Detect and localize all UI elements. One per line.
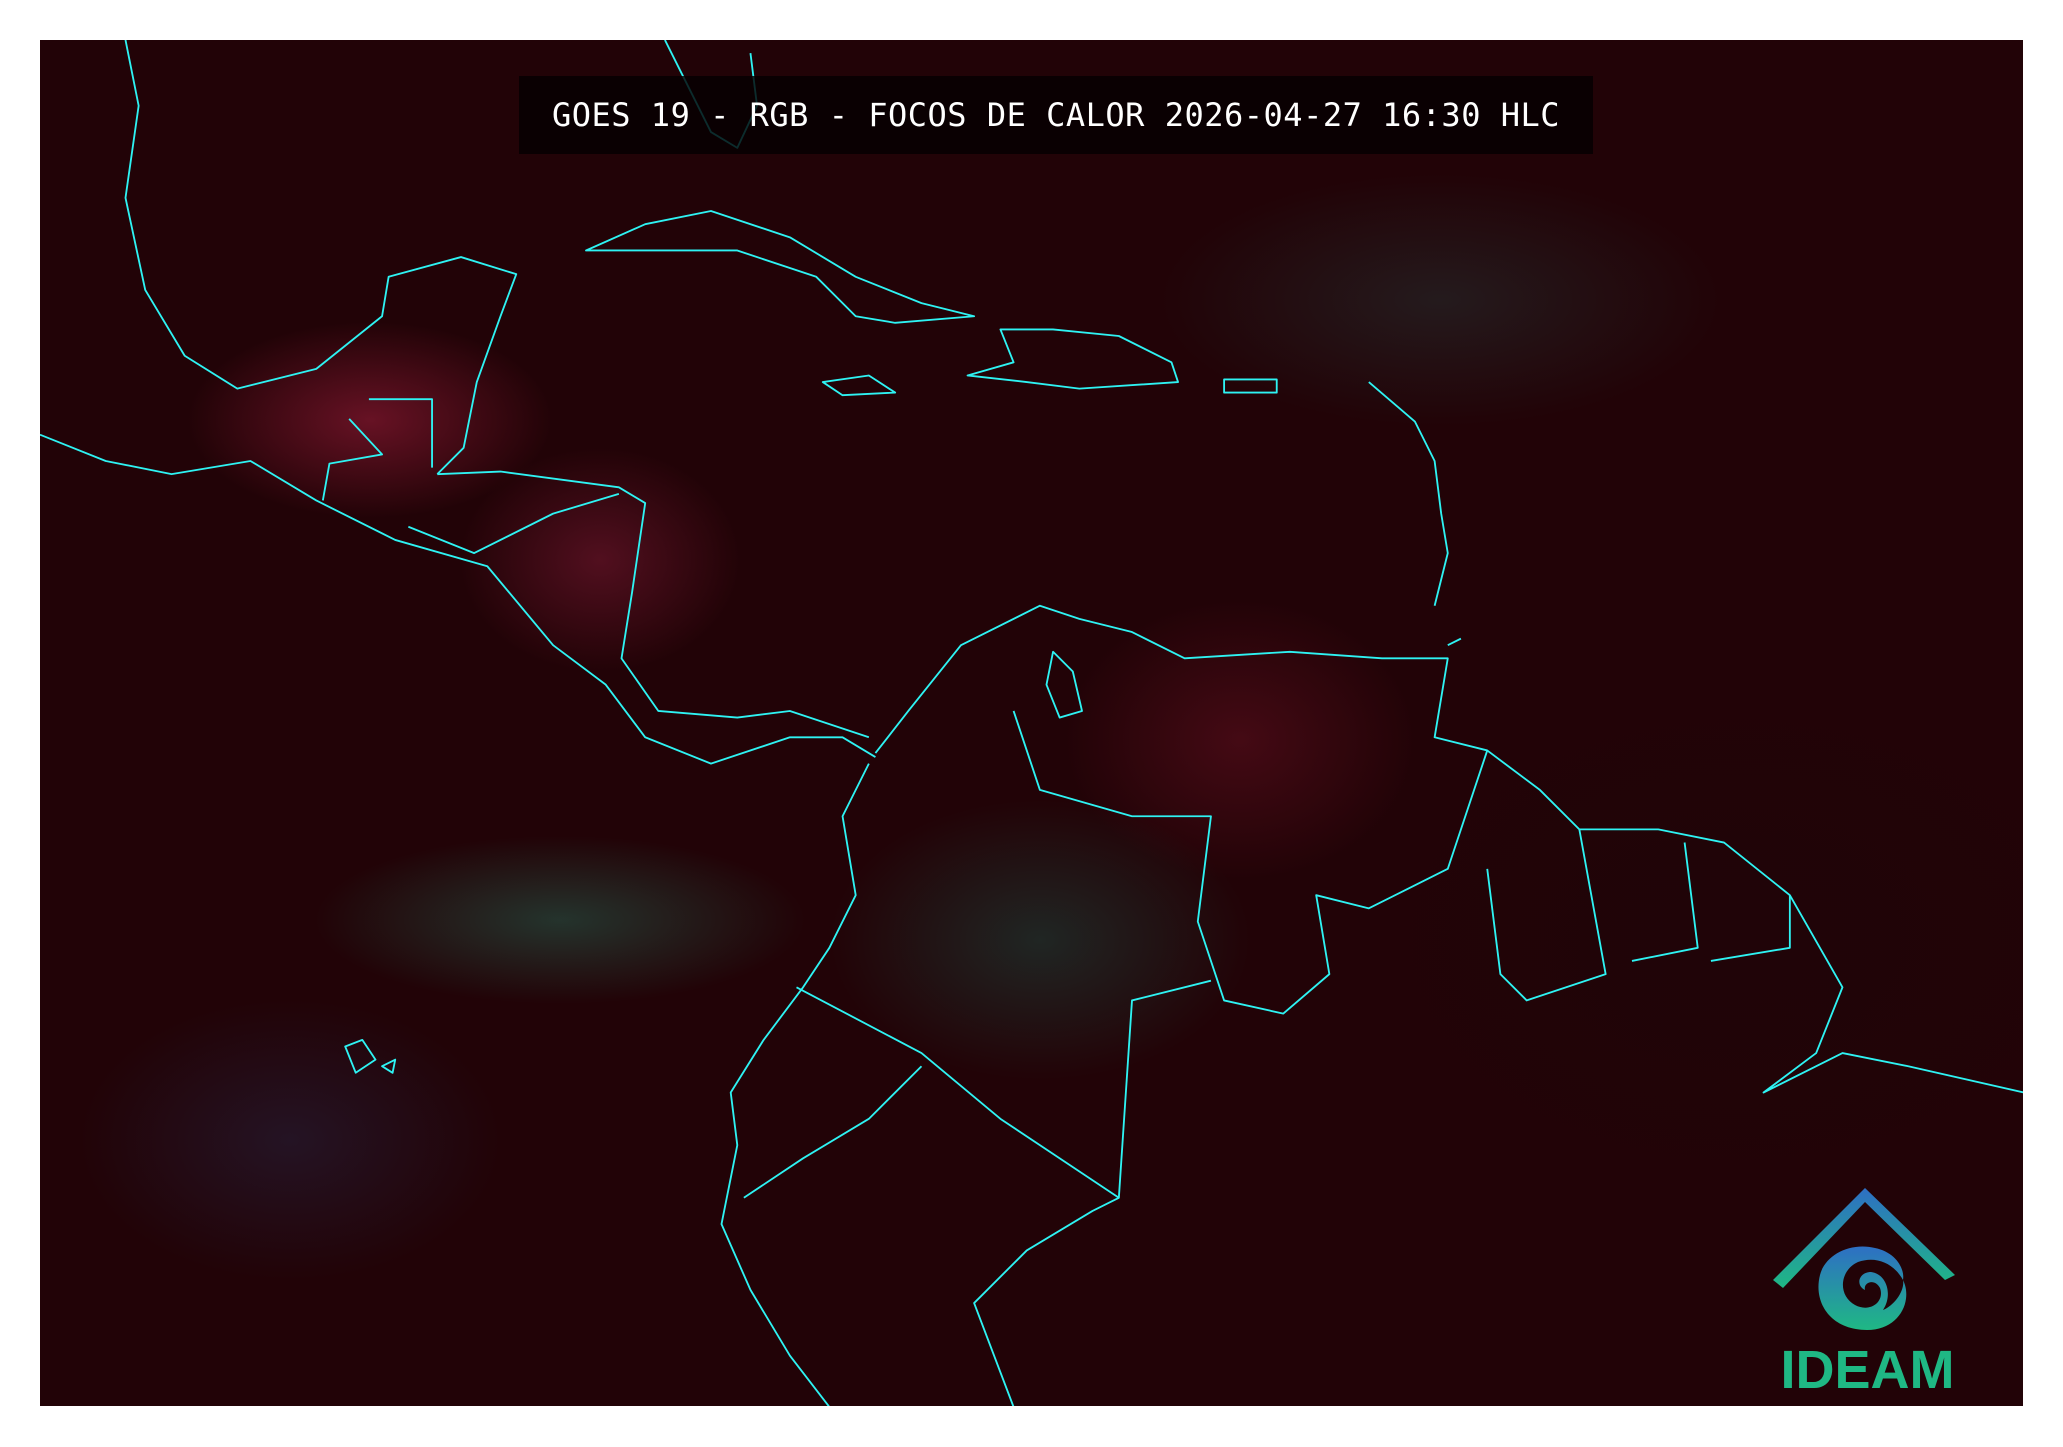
central-america-caribbean-coast — [437, 470, 870, 739]
central-america-pacific-coast — [40, 433, 876, 765]
cuba — [585, 210, 976, 324]
title-banner: GOES 19 - RGB - FOCOS DE CALOR 2026-04-2… — [519, 76, 1593, 154]
puerto-rico — [1223, 378, 1278, 394]
satellite-map — [40, 40, 2023, 1406]
ideam-emblem-icon — [1773, 1188, 1955, 1330]
lesser-antilles — [1368, 381, 1462, 647]
jamaica — [821, 374, 897, 397]
lake-maracaibo — [1045, 650, 1083, 719]
colombia-peru-brazil-border — [796, 979, 1212, 1406]
ideam-logo: IDEAM — [1755, 1180, 1980, 1400]
south-america-pacific-coast — [720, 763, 870, 1406]
ecuador-peru-border — [743, 1065, 923, 1199]
logo-text: IDEAM — [1780, 1340, 1955, 1400]
mexico-gulf-coast — [124, 40, 518, 475]
boundaries-layer — [40, 40, 2023, 1406]
colombia-venezuela-border — [1012, 710, 1489, 1015]
map-title: GOES 19 - RGB - FOCOS DE CALOR 2026-04-2… — [551, 96, 1561, 134]
guianas-borders — [1486, 829, 1791, 1002]
hispaniola — [966, 328, 1179, 390]
central-america-borders — [321, 398, 620, 555]
galapagos — [344, 1038, 397, 1074]
